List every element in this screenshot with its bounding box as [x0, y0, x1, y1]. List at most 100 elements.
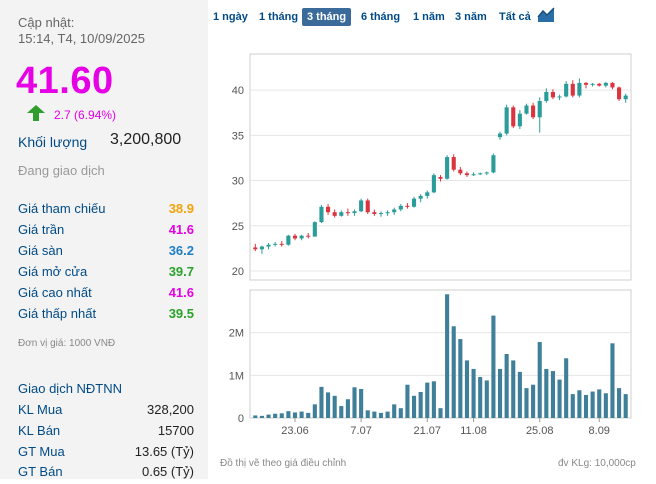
candle-body [531, 105, 536, 118]
candle-body [259, 246, 264, 250]
price-tick-label: 40 [232, 85, 244, 97]
x-tick-label: 8.09 [589, 425, 610, 437]
tab-6-months[interactable]: 6 tháng [361, 11, 401, 23]
volume-bar [418, 391, 423, 418]
volume-bar [425, 382, 430, 418]
volume-tick-label: 2M [229, 328, 244, 340]
stat-value: 41.6 [168, 285, 194, 300]
volume-bar [497, 368, 503, 418]
foreign-buy-volume: KL Mua 328,200 [18, 402, 194, 422]
tab-1-year[interactable]: 1 năm [413, 11, 445, 23]
volume-bar [451, 326, 456, 418]
stat-value: 38.9 [168, 201, 194, 216]
volume-bar [365, 410, 370, 418]
x-tick-label: 21.07 [414, 425, 442, 437]
stat-label: Giá mở cửa [18, 264, 88, 279]
volume-bar [524, 388, 529, 418]
volume-bar [359, 388, 364, 418]
candle-body [306, 235, 311, 237]
candle-body [266, 244, 271, 247]
candle-body [431, 175, 436, 193]
candle-body [405, 205, 410, 207]
candle-body [590, 83, 595, 85]
up-arrow-icon [27, 105, 45, 121]
volume-bar [464, 360, 470, 418]
candle-body [517, 113, 522, 127]
volume-bar [458, 339, 463, 418]
stat-value: 39.5 [168, 306, 194, 321]
volume-tick-label: 1M [229, 370, 244, 382]
foreign-trading-title: Giao dịch NĐTNN [18, 381, 123, 396]
volume-bar [557, 379, 562, 418]
volume-bar [306, 412, 311, 418]
volume-bar [372, 411, 377, 418]
stat-value: 41.6 [168, 222, 194, 237]
volume-bar [531, 384, 536, 418]
volume-unit-note: đv KLg: 10,000cp [558, 458, 636, 469]
candle-body [425, 192, 430, 196]
stat-label: Giá sàn [18, 243, 63, 258]
line-chart-icon[interactable] [537, 7, 555, 23]
chart-footnote: Đồ thị vẽ theo giá điều chỉnh [220, 458, 347, 469]
volume-bar [478, 377, 483, 418]
candle-body [491, 155, 496, 173]
tab-all[interactable]: Tất cả [499, 11, 531, 23]
volume-bar [570, 394, 575, 418]
foreign-value: 15700 [157, 423, 194, 438]
volume-bar [550, 371, 555, 418]
tab-3-months[interactable]: 3 tháng [302, 8, 352, 26]
price-tick-label: 20 [232, 266, 244, 278]
candle-body [511, 107, 516, 127]
candle-body [398, 205, 403, 210]
candle-body [603, 82, 608, 86]
volume-bar [385, 411, 390, 418]
stock-summary-panel: Cập nhật: 15:14, T4, 10/09/2025 41.60 2.… [0, 0, 208, 479]
candle-body [610, 82, 615, 88]
tab-3-years[interactable]: 3 năm [455, 11, 487, 23]
x-tick-label: 7.07 [350, 425, 371, 437]
candle-body [597, 83, 602, 86]
foreign-label: KL Bán [18, 423, 61, 438]
candle-body [319, 206, 324, 223]
stat-label: Giá trần [18, 222, 65, 237]
candle-body [279, 243, 284, 245]
candle-body [418, 195, 423, 199]
volume-bar [583, 394, 589, 418]
volume-bar [352, 387, 357, 418]
candle-body [550, 91, 555, 98]
volume-bar [345, 399, 350, 418]
volume-bar [405, 384, 410, 418]
stat-low-price: Giá thấp nhất 39.5 [18, 306, 194, 326]
stat-ceiling-price: Giá trần 41.6 [18, 222, 194, 242]
volume-value: 3,200,800 [110, 131, 182, 148]
volume-bar [411, 395, 417, 418]
volume-bar [544, 368, 549, 418]
price-panel-frame [249, 53, 632, 281]
trading-status: Đang giao dịch [18, 163, 105, 178]
stat-label: Giá tham chiếu [18, 201, 106, 216]
candle-body [583, 82, 589, 85]
candle-body [352, 211, 357, 214]
candle-body [292, 235, 298, 239]
foreign-value: 13.65 (Tỷ) [134, 444, 194, 459]
x-tick-label: 23.06 [281, 425, 309, 437]
price-tick-label: 25 [232, 221, 244, 233]
stat-floor-price: Giá sàn 36.2 [18, 243, 194, 263]
volume-bar [603, 393, 608, 418]
volume-bar [610, 343, 615, 418]
candle-body [497, 133, 503, 138]
foreign-sell-volume: KL Bán 15700 [18, 423, 194, 443]
volume-bar [378, 412, 384, 418]
updated-label: Cập nhật: [18, 15, 75, 30]
candle-body [438, 176, 443, 179]
volume-bar [484, 380, 489, 418]
volume-bar [273, 413, 278, 418]
candle-body [617, 87, 622, 100]
tab-1-month[interactable]: 1 tháng [259, 11, 299, 23]
volume-bar [319, 386, 324, 418]
candle-body [445, 157, 450, 179]
volume-bar [312, 404, 317, 418]
volume-bar [623, 394, 628, 418]
x-tick-label: 25.08 [526, 425, 554, 437]
tab-1-day[interactable]: 1 ngày [213, 11, 248, 23]
